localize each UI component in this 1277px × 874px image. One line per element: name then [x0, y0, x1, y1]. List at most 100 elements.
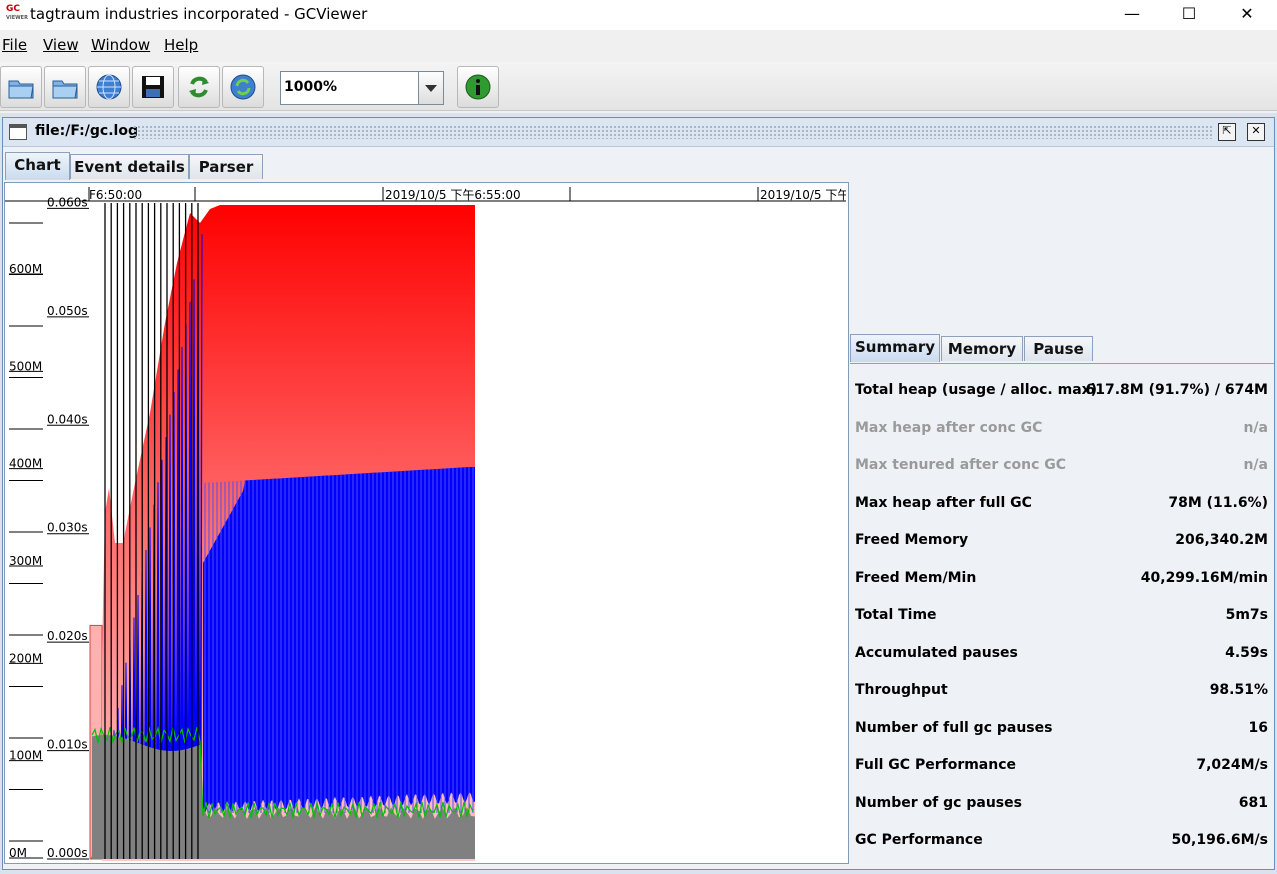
summary-label: Throughput — [855, 682, 948, 698]
tenured-line — [91, 726, 474, 819]
open-url-button[interactable] — [88, 66, 130, 108]
frame-close-button[interactable]: ✕ — [1247, 123, 1265, 141]
open-file-button[interactable] — [0, 66, 42, 108]
summary-value: 16 — [1248, 720, 1268, 736]
summary-row: Max heap after full GC 78M (11.6%) — [855, 495, 1268, 515]
app-icon: GC VIEWER — [6, 4, 28, 23]
summary-label: Freed Mem/Min — [855, 570, 977, 586]
watch-button[interactable] — [222, 66, 264, 108]
tab-memory[interactable]: Memory — [941, 336, 1023, 361]
summary-row: Total heap (usage / alloc. max) 617.8M (9… — [855, 382, 1268, 402]
app-icon-text: GC — [6, 4, 20, 14]
pause-axis-label: 0.050s — [47, 304, 88, 318]
summary-value: 40,299.16M/min — [1140, 570, 1268, 586]
summary-value: 206,340.2M — [1175, 532, 1268, 548]
gc-chart[interactable]: F6:50:00 2019/10/5 下午6:55:00 2019/10/5 下午 … — [4, 182, 849, 864]
summary-row: GC Performance 50,196.6M/s — [855, 832, 1268, 852]
memory-axis-label: 300M — [9, 554, 42, 568]
young-gen-area — [92, 735, 475, 859]
menu-help[interactable]: Help — [164, 36, 198, 54]
info-icon — [465, 74, 491, 100]
zoom-select[interactable]: 1000% — [280, 71, 444, 105]
full-gc-lines — [104, 203, 199, 859]
summary-value: 98.51% — [1209, 682, 1268, 698]
summary-row: Throughput 98.51% — [855, 682, 1268, 702]
time-axis: F6:50:00 2019/10/5 下午6:55:00 2019/10/5 下午 — [5, 187, 846, 202]
title-bar: GC VIEWER tagtraum industries incorporate… — [0, 0, 1277, 30]
tab-summary[interactable]: Summary — [850, 334, 940, 362]
tab-pause[interactable]: Pause — [1024, 336, 1093, 361]
export-icon — [142, 76, 164, 98]
menu-view[interactable]: View — [43, 36, 79, 54]
summary-row: Accumulated pauses 4.59s — [855, 645, 1268, 665]
summary-row: Freed Memory 206,340.2M — [855, 532, 1268, 552]
internal-frame-area: file:/F:/gc.log ⇱ ✕ Chart Event details … — [0, 113, 1277, 874]
series-areas — [89, 205, 475, 861]
export-button[interactable] — [132, 66, 174, 108]
frame-title: file:/F:/gc.log — [35, 123, 138, 139]
frame-restore-button[interactable]: ⇱ — [1218, 123, 1236, 141]
memory-axis-label: 500M — [9, 359, 42, 373]
chevron-down-icon[interactable] — [418, 72, 443, 104]
summary-row: Number of gc pauses 681 — [855, 795, 1268, 815]
tab-chart[interactable]: Chart — [5, 152, 70, 180]
summary-row: Freed Mem/Min 40,299.16M/min — [855, 570, 1268, 590]
zoom-value: 1000% — [284, 79, 337, 95]
gc-chart-svg: F6:50:00 2019/10/5 下午6:55:00 2019/10/5 下午 … — [5, 187, 846, 861]
summary-label: Max heap after full GC — [855, 495, 1032, 511]
time-tick-label: F6:50:00 — [89, 188, 142, 202]
summary-label: Max heap after conc GC — [855, 420, 1043, 436]
menu-window[interactable]: Window — [91, 36, 150, 54]
time-tick-label: 2019/10/5 下午 — [760, 188, 846, 202]
summary-value: 4.59s — [1225, 645, 1268, 661]
time-tick-label: 2019/10/5 下午6:55:00 — [385, 188, 521, 202]
minimize-button[interactable]: — — [1124, 4, 1140, 23]
tab-parser[interactable]: Parser — [189, 154, 263, 179]
summary-label: Accumulated pauses — [855, 645, 1018, 661]
y-axis-labels: 600M 500M 400M 300M 200M 100M 0M 0.060s 0.050s 0.… — [9, 195, 89, 860]
document-icon — [9, 124, 27, 140]
open-recent-button[interactable] — [44, 66, 86, 108]
summary-row: Number of full gc pauses 16 — [855, 720, 1268, 740]
refresh-icon — [189, 76, 209, 98]
summary-value: 50,196.6M/s — [1171, 832, 1268, 848]
summary-value: 78M (11.6%) — [1168, 495, 1268, 511]
about-button[interactable] — [457, 66, 499, 108]
memory-axis-label: 0M — [9, 846, 27, 860]
menu-file-label: File — [2, 36, 28, 54]
menu-bar: File View Window Help — [0, 34, 1277, 56]
tab-event-details[interactable]: Event details — [70, 154, 189, 179]
frame-header[interactable]: file:/F:/gc.log ⇱ ✕ — [3, 118, 1274, 147]
menu-window-label: Window — [91, 36, 151, 54]
summary-row: Max heap after conc GC n/a — [855, 420, 1268, 440]
summary-value: n/a — [1243, 457, 1268, 473]
drag-handle[interactable] — [133, 125, 1213, 139]
maximize-button[interactable]: ☐ — [1181, 4, 1197, 23]
refresh-button[interactable] — [178, 66, 220, 108]
memory-axis-label: 600M — [9, 262, 42, 276]
summary-value: 7,024M/s — [1196, 757, 1268, 773]
summary-value: 681 — [1238, 795, 1268, 811]
menu-file[interactable]: File — [2, 36, 27, 54]
gc-log-frame: file:/F:/gc.log ⇱ ✕ Chart Event details … — [2, 117, 1275, 870]
summary-label: Number of gc pauses — [855, 795, 1022, 811]
summary-value: 5m7s — [1225, 607, 1268, 623]
summary-value: n/a — [1243, 420, 1268, 436]
summary-row: Total Time 5m7s — [855, 607, 1268, 627]
pause-axis-label: 0.030s — [47, 521, 88, 535]
summary-panel: Total heap (usage / alloc. max) 617.8M (9… — [850, 363, 1274, 864]
close-button[interactable]: ✕ — [1240, 4, 1254, 23]
pause-axis-label: 0.000s — [47, 846, 88, 860]
memory-axis-label: 100M — [9, 749, 42, 763]
window-title: tagtraum industries incorporated - GCVie… — [30, 5, 368, 23]
open-recent-icon — [52, 80, 78, 99]
pause-axis-label: 0.010s — [47, 738, 88, 752]
summary-label: Full GC Performance — [855, 757, 1017, 773]
summary-row: Full GC Performance 7,024M/s — [855, 757, 1268, 777]
pause-axis-label: 0.040s — [47, 412, 88, 426]
summary-label: Freed Memory — [855, 532, 969, 548]
summary-label: Total Time — [855, 607, 937, 623]
summary-value: 617.8M (91.7%) / 674M — [1085, 382, 1268, 398]
summary-label: Number of full gc pauses — [855, 720, 1053, 736]
summary-label: GC Performance — [855, 832, 983, 848]
